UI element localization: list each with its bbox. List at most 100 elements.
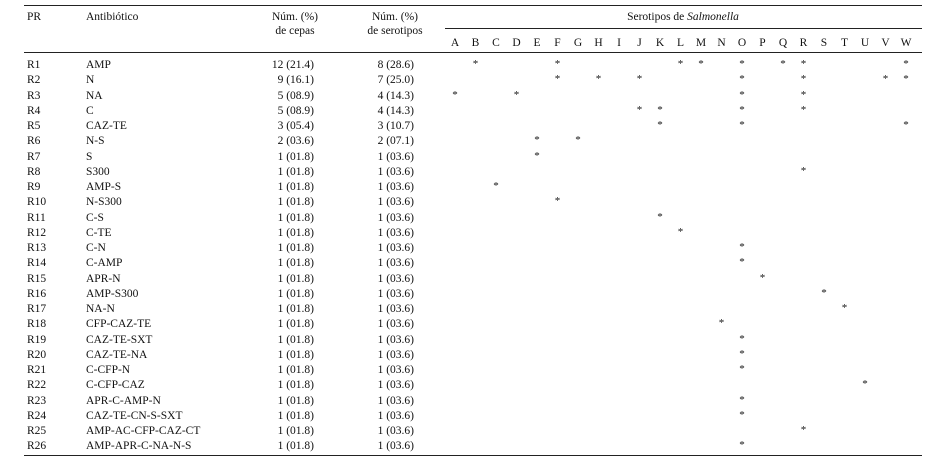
row-pr: R9	[27, 181, 41, 193]
row-serotypes: 1 (03.6)	[377, 196, 414, 209]
serotype-letter-q: Q	[778, 37, 788, 49]
row-pr: R20	[27, 348, 47, 361]
row-pr: R3	[27, 89, 41, 102]
serotype-mark-o: *	[739, 256, 745, 269]
header-serotypes-line1: Núm. (%)	[372, 11, 418, 23]
header-serotype-group-genus: Salmonella	[687, 11, 739, 23]
row-strains: 1 (01.8)	[277, 242, 314, 254]
row-strains: 1 (01.8)	[277, 333, 314, 346]
row-pr: R13	[27, 242, 47, 254]
row-strains: 1 (01.8)	[277, 211, 314, 224]
row-antibiotic: CFP-CAZ-TE	[86, 318, 152, 331]
row-serotypes: 1 (03.6)	[377, 287, 414, 300]
serotype-mark-o: *	[739, 347, 745, 360]
row-pr: R25	[27, 425, 47, 437]
serotype-mark-r: *	[800, 88, 807, 101]
row-strains: 1 (01.8)	[277, 394, 314, 407]
row-strains: 1 (01.8)	[277, 440, 314, 453]
serotype-letter-g: G	[573, 37, 583, 49]
row-pr: R12	[27, 226, 47, 239]
row-antibiotic: N-S300	[86, 196, 122, 209]
header-strains-line2: de cepas	[275, 25, 315, 37]
row-serotypes: 1 (03.6)	[377, 333, 414, 346]
row-pr: R4	[27, 104, 41, 117]
serotype-mark-k: *	[657, 103, 663, 116]
serotype-letter-w: W	[900, 37, 912, 49]
row-antibiotic: C-TE	[86, 226, 112, 239]
row-antibiotic: NA	[86, 89, 103, 102]
row-serotypes: 4 (14.3)	[377, 104, 414, 117]
row-serotypes: 2 (07.1)	[377, 135, 414, 148]
serotype-mark-v: *	[882, 73, 889, 86]
serotype-mark-o: *	[739, 88, 745, 101]
row-serotypes: 3 (10.7)	[377, 120, 414, 132]
row-pr: R15	[27, 272, 47, 285]
row-strains: 1 (01.8)	[277, 287, 314, 300]
serotype-mark-o: *	[739, 103, 745, 116]
serotype-mark-o: *	[739, 408, 745, 421]
row-strains: 1 (01.8)	[277, 181, 314, 193]
row-pr: R10	[27, 196, 47, 209]
row-strains: 1 (01.8)	[277, 257, 314, 270]
row-serotypes: 1 (03.6)	[377, 440, 414, 453]
serotype-letter-u: U	[860, 37, 870, 49]
serotype-mark-o: *	[739, 363, 745, 375]
serotype-letter-r: R	[799, 37, 808, 49]
serotype-mark-a: *	[452, 88, 458, 101]
row-pr: R7	[27, 150, 41, 163]
row-strains: 1 (01.8)	[277, 348, 314, 361]
serotype-mark-f: *	[554, 58, 561, 70]
serotype-letter-e: E	[533, 37, 541, 49]
serotype-mark-o: *	[739, 119, 745, 131]
row-serotypes: 1 (03.6)	[377, 226, 414, 239]
serotype-mark-d: *	[513, 88, 520, 101]
row-serotypes: 1 (03.6)	[377, 303, 414, 315]
serotype-mark-f: *	[554, 73, 561, 86]
serotype-mark-n: *	[718, 317, 725, 330]
serotype-letter-t: T	[840, 37, 849, 49]
row-pr: R23	[27, 394, 47, 407]
row-antibiotic: N	[86, 74, 95, 87]
row-strains: 1 (01.8)	[277, 303, 314, 315]
row-antibiotic: NA-N	[86, 303, 115, 315]
group-rule	[445, 28, 922, 29]
row-antibiotic: S	[86, 150, 93, 163]
serotype-mark-e: *	[534, 134, 540, 147]
serotype-mark-r: *	[800, 73, 807, 86]
row-strains: 3 (05.4)	[277, 120, 314, 132]
serotype-mark-o: *	[739, 439, 745, 452]
serotype-mark-c: *	[493, 180, 499, 192]
row-antibiotic: AMP-S	[86, 181, 122, 193]
row-serotypes: 1 (03.6)	[377, 409, 414, 422]
row-antibiotic: CAZ-TE-SXT	[86, 333, 153, 346]
serotype-letter-d: D	[512, 37, 521, 49]
row-antibiotic: APR-N	[86, 272, 121, 285]
serotype-letter-l: L	[676, 37, 685, 49]
row-antibiotic: C-CFP-CAZ	[86, 379, 145, 392]
row-antibiotic: AMP-S300	[86, 287, 139, 300]
serotype-mark-o: *	[739, 332, 745, 345]
header-pr: PR	[27, 11, 42, 23]
header-bottom-rule	[24, 52, 922, 53]
row-antibiotic: N-S	[86, 135, 105, 148]
row-strains: 1 (01.8)	[277, 425, 314, 437]
serotype-letter-o: O	[737, 37, 747, 49]
serotype-mark-r: *	[800, 424, 807, 436]
serotype-letter-v: V	[881, 37, 890, 49]
row-strains: 12 (21.4)	[271, 59, 314, 71]
row-strains: 5 (08.9)	[277, 89, 314, 102]
serotype-mark-t: *	[841, 302, 848, 314]
serotype-letter-b: B	[471, 37, 480, 49]
row-antibiotic: C-CFP-N	[86, 364, 131, 376]
row-antibiotic: CAZ-TE-NA	[86, 348, 148, 361]
serotype-mark-o: *	[739, 73, 745, 86]
row-strains: 1 (01.8)	[277, 364, 314, 376]
serotype-letter-c: C	[492, 37, 500, 49]
row-pr: R26	[27, 440, 47, 453]
row-serotypes: 1 (03.6)	[377, 257, 414, 270]
row-serotypes: 1 (03.6)	[377, 318, 414, 331]
serotype-mark-l: *	[677, 225, 684, 238]
row-antibiotic: AMP-AC-CFP-CAZ-CT	[86, 425, 201, 437]
serotype-mark-r: *	[800, 58, 807, 70]
